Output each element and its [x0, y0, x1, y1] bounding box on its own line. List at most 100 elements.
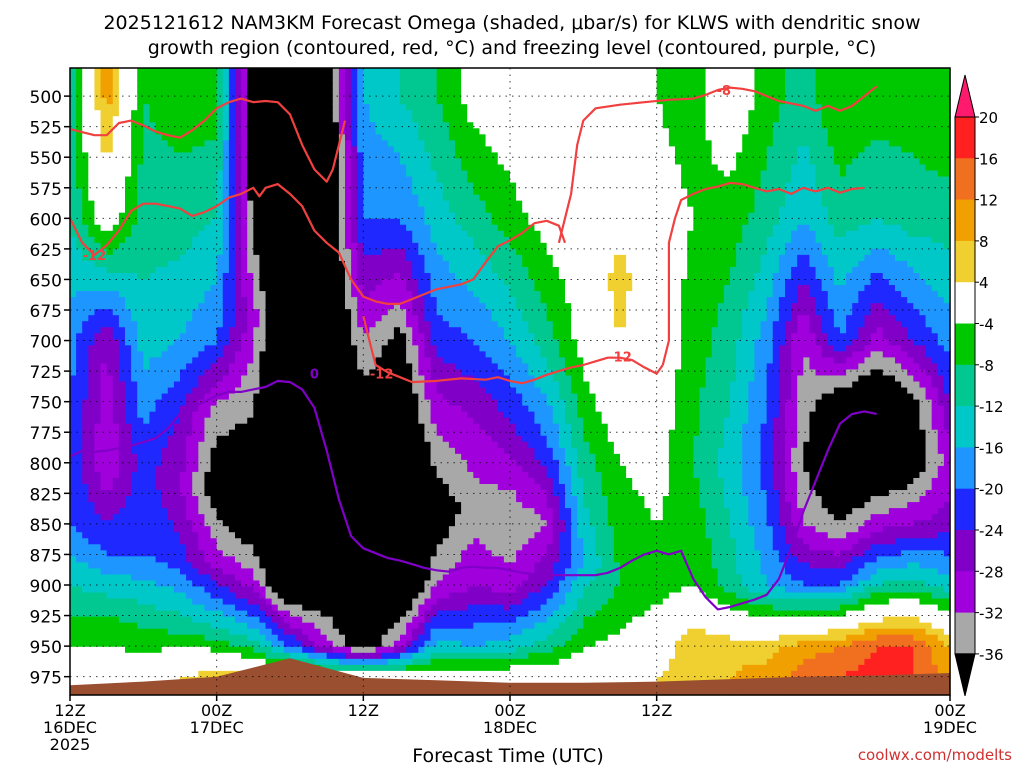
omega-cell: [204, 387, 212, 395]
omega-cell: [76, 68, 83, 75]
omega-cell: [259, 110, 267, 117]
omega-cell: [125, 74, 132, 81]
omega-cell: [247, 134, 254, 141]
omega-cell: [94, 68, 102, 75]
omega-cell: [357, 610, 364, 618]
omega-cell: [192, 363, 199, 371]
omega-cell: [100, 206, 108, 214]
omega-cell: [326, 483, 334, 491]
omega-cell: [296, 490, 303, 497]
omega-cell: [357, 272, 364, 280]
omega-cell: [241, 646, 248, 654]
omega-cell: [88, 116, 96, 123]
omega-cell: [290, 646, 297, 654]
omega-cell: [161, 291, 169, 298]
omega-cell: [320, 297, 328, 304]
omega-cell: [247, 423, 254, 431]
omega-cell: [88, 441, 96, 449]
omega-cell: [320, 152, 328, 160]
omega-cell: [186, 634, 193, 642]
omega-cell: [357, 664, 364, 672]
omega-cell: [100, 68, 108, 75]
omega-cell: [320, 532, 328, 539]
omega-cell: [290, 532, 297, 539]
omega-cell: [112, 592, 120, 600]
omega-cell: [308, 188, 316, 196]
omega-cell: [149, 266, 157, 274]
omega-cell: [277, 224, 285, 232]
omega-cell: [106, 598, 114, 606]
omega-cell: [100, 230, 108, 238]
omega-cell: [192, 188, 199, 196]
omega-cell: [131, 285, 138, 292]
omega-cell: [204, 580, 212, 588]
omega-cell: [296, 411, 303, 419]
omega-cell: [173, 568, 181, 576]
omega-cell: [161, 483, 169, 491]
omega-cell: [216, 236, 224, 244]
omega-cell: [357, 224, 364, 232]
omega-cell: [259, 465, 267, 473]
omega-cell: [222, 146, 230, 154]
omega-cell: [222, 309, 230, 316]
omega-cell: [357, 670, 364, 678]
omega-cell: [259, 206, 267, 214]
omega-cell: [247, 411, 254, 419]
omega-cell: [143, 134, 151, 141]
omega-cell: [94, 134, 102, 141]
omega-cell: [88, 459, 96, 467]
omega-cell: [357, 628, 364, 636]
omega-cell: [88, 544, 96, 551]
omega-cell: [161, 80, 169, 87]
omega-cell: [198, 68, 206, 75]
omega-cell: [326, 363, 334, 371]
omega-cell: [70, 152, 77, 160]
omega-cell: [70, 556, 77, 563]
omega-cell: [106, 634, 114, 642]
omega-cell: [241, 490, 248, 497]
omega-cell: [357, 453, 364, 461]
omega-cell: [155, 164, 163, 172]
omega-cell: [228, 68, 236, 75]
omega-cell: [326, 508, 334, 515]
omega-cell: [155, 345, 163, 352]
omega-cell: [149, 598, 157, 606]
omega-cell: [320, 224, 328, 232]
omega-cell: [192, 104, 199, 111]
omega-cell: [167, 381, 175, 389]
omega-cell: [149, 496, 157, 503]
omega-cell: [167, 658, 175, 666]
omega-cell: [125, 550, 132, 557]
omega-cell: [320, 544, 328, 551]
omega-cell: [173, 80, 181, 87]
omega-cell: [296, 459, 303, 467]
omega-cell: [131, 182, 138, 190]
omega-cell: [210, 345, 218, 352]
omega-cell: [308, 339, 316, 346]
omega-cell: [204, 381, 212, 389]
omega-cell: [70, 194, 77, 202]
omega-cell: [247, 357, 254, 365]
omega-cell: [259, 538, 267, 545]
omega-cell: [308, 182, 316, 190]
omega-cell: [94, 182, 102, 190]
omega-cell: [338, 303, 346, 310]
omega-cell: [94, 176, 102, 184]
omega-cell: [173, 387, 181, 395]
omega-cell: [210, 646, 218, 654]
omega-cell: [125, 122, 132, 129]
omega-cell: [70, 676, 77, 684]
omega-cell: [345, 266, 352, 274]
omega-cell: [112, 574, 120, 582]
omega-cell: [222, 640, 230, 648]
omega-cell: [192, 315, 199, 322]
omega-cell: [283, 303, 291, 310]
omega-cell: [198, 128, 206, 135]
omega-cell: [222, 134, 230, 141]
omega-cell: [149, 514, 157, 521]
omega-cell: [82, 435, 89, 443]
omega-cell: [308, 146, 316, 154]
omega-cell: [112, 375, 120, 383]
omega-cell: [125, 321, 132, 328]
omega-cell: [259, 411, 267, 419]
